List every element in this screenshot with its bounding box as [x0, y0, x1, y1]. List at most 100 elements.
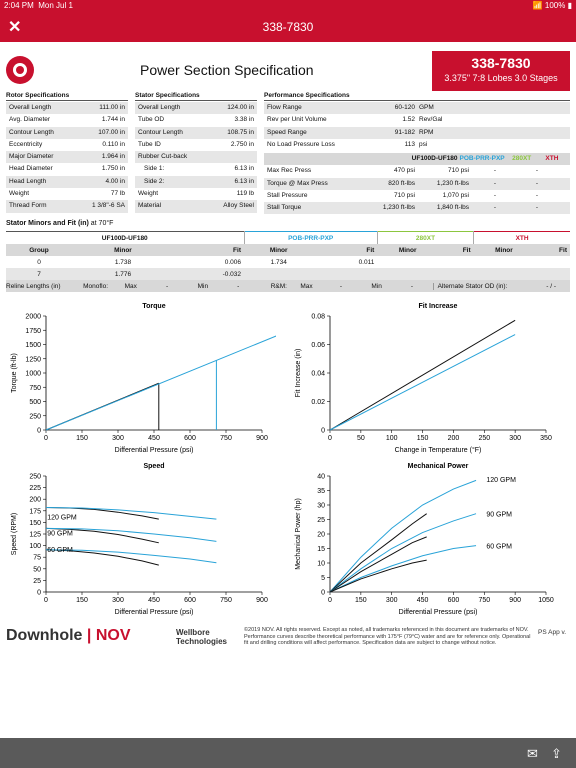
x-axis-label: Differential Pressure (psi)	[399, 609, 478, 616]
performance-specs: Performance Specifications Flow Range 60-…	[264, 92, 570, 151]
rotor-value: 77 lb	[110, 190, 125, 198]
x-tick-label: 900	[256, 597, 268, 604]
stator-label: Contour Length	[138, 128, 183, 136]
y-tick-label: 0.02	[311, 399, 325, 406]
status-bar: 2:04 PM Mon Jul 1 📶 100% ▮	[0, 0, 576, 12]
stator-value: 6.13 in	[234, 165, 254, 173]
y-tick-label: 125	[29, 532, 41, 539]
fit-title: Stator Minors and Fit (in) at 70°F	[6, 220, 114, 227]
fit-col-group: Group	[6, 244, 72, 256]
close-icon[interactable]: ✕	[8, 19, 22, 36]
perf-unit: Rev/Gal	[419, 116, 443, 124]
rotor-value: 1 3/8"-6 SA	[91, 202, 125, 210]
nav-title: 338-7830	[262, 20, 314, 34]
perf-v4: -	[535, 191, 539, 199]
fit-col-fit: Fit	[437, 244, 474, 256]
y-tick-label: 15	[317, 546, 325, 553]
stator-row: Tube OD 3.38 in	[135, 114, 257, 126]
nov-gear-logo	[6, 56, 34, 84]
stator-label: Side 1:	[144, 165, 165, 173]
series-line	[45, 507, 217, 520]
reline-dash: -	[339, 282, 342, 290]
perf-label: Flow Range	[267, 104, 302, 111]
fit-col-fit: Fit	[174, 244, 244, 256]
fit-col-minor: Minor	[72, 244, 174, 256]
stator-row: Material Alloy Steel	[135, 200, 257, 213]
stator-value: 6.13 in	[234, 177, 254, 185]
stator-row: Tube ID 2.750 in	[135, 139, 257, 151]
perf-v1: 1,230 ft-lbs	[382, 204, 415, 212]
fit-row: 0 1.738 0.006 1.734 0.011	[6, 256, 570, 268]
x-tick-label: 600	[184, 435, 196, 442]
x-tick-label: 450	[148, 435, 160, 442]
y-tick-label: 0	[321, 428, 325, 435]
rotor-label: Major Diameter	[9, 153, 54, 161]
reline-max: Max	[124, 282, 137, 290]
y-tick-label: 2000	[25, 314, 41, 321]
perf-v3: -	[493, 191, 497, 199]
y-tick-label: 100	[29, 543, 41, 550]
y-tick-label: 0.06	[311, 342, 325, 349]
rotor-row: Weight 77 lb	[6, 188, 128, 200]
perf-value: 60-120	[394, 104, 415, 111]
x-tick-label: 0	[328, 435, 332, 442]
y-tick-label: 0.04	[311, 371, 325, 378]
perf-v2: 1,840 ft-lbs	[436, 204, 469, 212]
y-axis-label: Mechanical Power (hp)	[295, 498, 302, 570]
rotor-row: Avg. Diameter 1.744 in	[6, 114, 128, 126]
fit-cell-f4	[534, 256, 570, 268]
stator-row: Side 1: 6.13 in	[135, 163, 257, 175]
rotor-value: 111.00 in	[99, 104, 125, 111]
fit-cell-f1: -0.032	[222, 270, 241, 278]
y-tick-label: 750	[29, 385, 41, 392]
reline-dash: -	[410, 282, 414, 290]
y-axis-label: Speed (RPM)	[11, 513, 18, 555]
y-tick-label: 225	[29, 485, 41, 492]
part-number-badge: 338-7830 3.375" 7:8 Lobes 3.0 Stages	[432, 51, 570, 91]
y-tick-label: 40	[317, 474, 325, 481]
chart-title: Fit Increase	[419, 303, 458, 310]
rotor-row: Overall Length 111.00 in	[6, 102, 128, 115]
fit-row: 7 1.776 -0.032	[6, 268, 570, 280]
stator-row: Weight 119 lb	[135, 188, 257, 200]
x-axis-label: Differential Pressure (psi)	[115, 609, 194, 616]
x-tick-label: 600	[184, 597, 196, 604]
x-tick-label: 150	[76, 597, 88, 604]
x-tick-label: 750	[220, 435, 232, 442]
reline-max: Max	[300, 282, 313, 290]
perf-v4: -	[535, 167, 539, 175]
perf-v3: -	[493, 179, 497, 187]
performance-header-row: UF100D-UF180 POB-PRR-PXP 280XT XTH	[264, 153, 570, 166]
share-icon[interactable]: ⇪	[551, 746, 562, 761]
x-tick-label: 150	[355, 597, 367, 604]
bottom-toolbar: ✉ ⇪	[0, 738, 576, 768]
header-pob: POB-PRR-PXP	[459, 155, 505, 162]
x-tick-label: 300	[112, 435, 124, 442]
x-tick-label: 900	[256, 435, 268, 442]
reline-lengths: Reline Lengths (in) Monoflo: Max - Min -…	[6, 280, 570, 292]
fit-cell-f1: 0.006	[224, 258, 241, 266]
fit-cell-m4	[474, 268, 535, 280]
perf-label: No Load Pressure Loss	[267, 140, 335, 148]
flow-rate-annotation: 90 GPM	[47, 530, 73, 537]
series-line	[329, 319, 516, 431]
alternate-od-label: Alternate Stator OD (in):	[432, 282, 547, 290]
series-line	[329, 513, 427, 593]
downhole-nov-logo: Downhole | NOV	[6, 627, 131, 644]
rotor-value: 1.750 in	[101, 165, 125, 173]
mail-icon[interactable]: ✉	[527, 746, 538, 761]
series-line	[329, 479, 477, 593]
spec-sheet: Power Section Specification 338-7830 3.3…	[0, 42, 576, 738]
reline-dash: -	[166, 282, 169, 290]
reline-rm: R&M:	[270, 282, 287, 290]
fit-col-fit: Fit	[313, 244, 378, 256]
series-line	[45, 335, 276, 431]
x-tick-label: 150	[76, 435, 88, 442]
rotor-specs: Rotor Specifications Overall Length 111.0…	[6, 92, 128, 213]
rotor-label: Head Length	[9, 177, 47, 185]
perf-row: Speed Range 91-182 RPM	[264, 126, 570, 139]
fit-group-280xt: 280XT	[377, 231, 475, 244]
x-tick-label: 450	[417, 597, 429, 604]
series-line	[329, 536, 427, 593]
fit-cell-m4	[474, 256, 535, 268]
